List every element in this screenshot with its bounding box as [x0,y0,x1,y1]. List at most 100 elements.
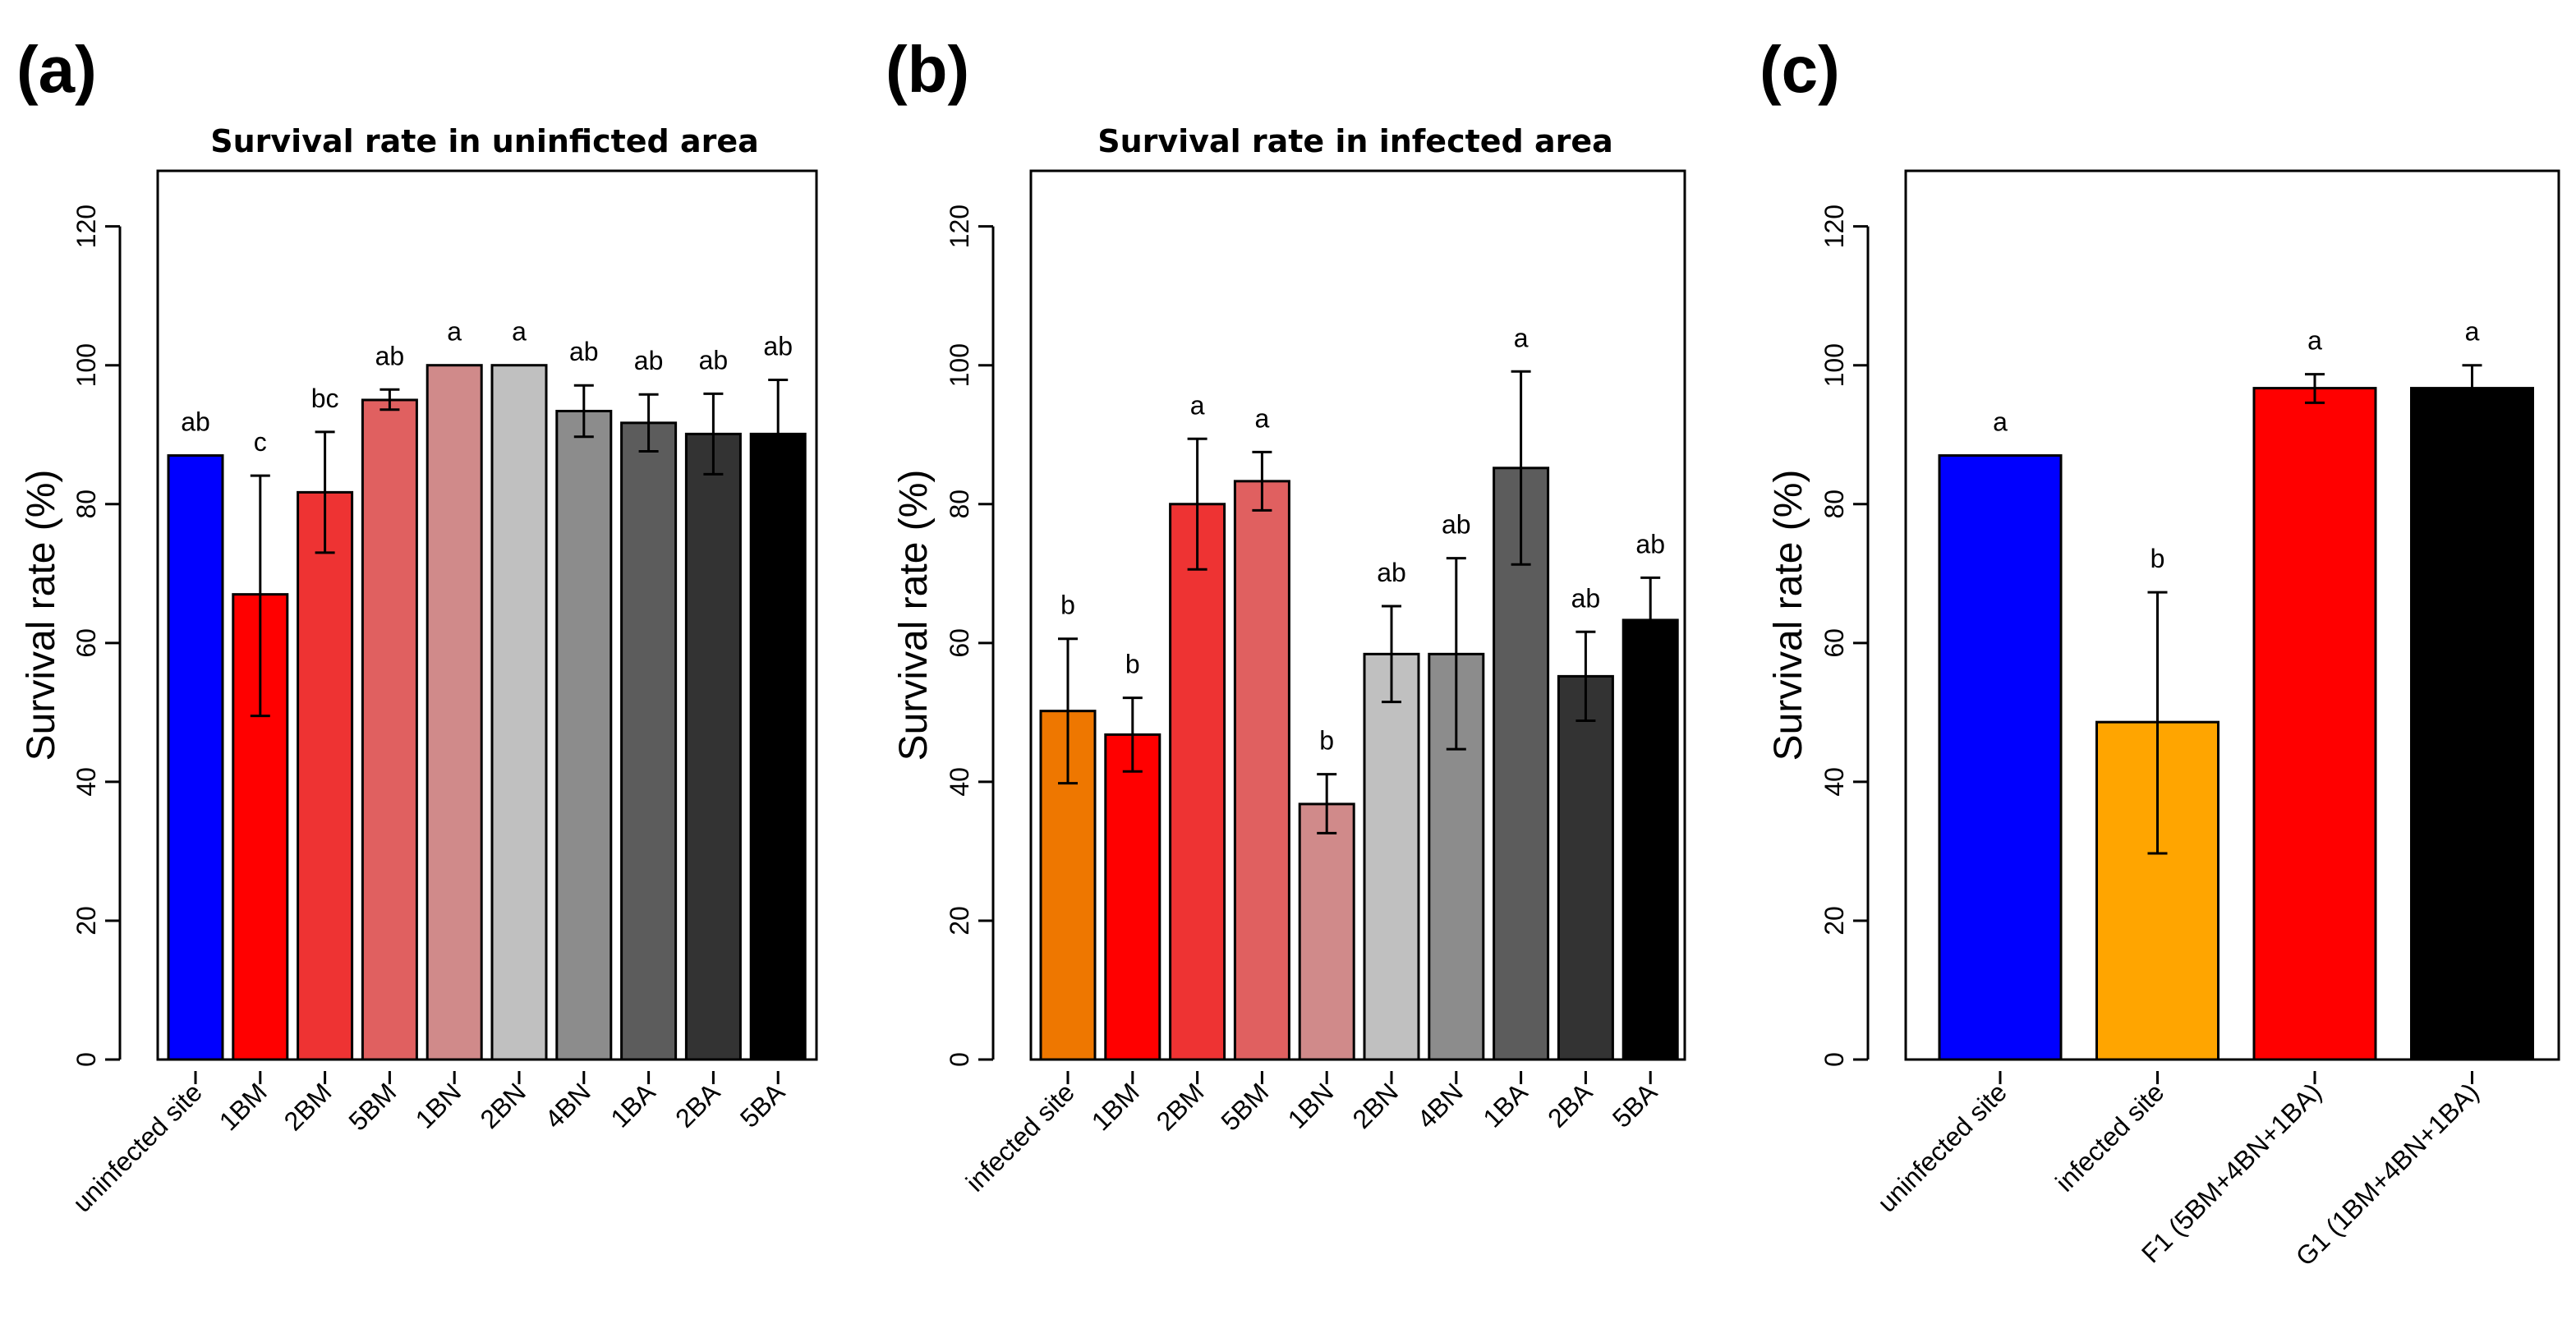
y-tick-label: 20 [945,906,974,936]
y-tick-label: 100 [945,343,974,387]
significance-letter: b [2150,544,2165,573]
significance-letter: b [1319,726,1334,756]
y-tick-label: 0 [1819,1052,1849,1067]
bar [684,432,742,1061]
significance-letter: c [254,427,267,457]
bar [1233,480,1290,1061]
panel-2: (b) Survival rate in infected area Surviva… [886,33,1686,1198]
significance-letter: ab [1571,583,1601,613]
y-tick-label: 80 [1819,490,1849,519]
x-tick-label: 2BM [1151,1077,1210,1136]
x-tick-label: 1BN [410,1077,467,1133]
plot-frame [1904,169,2560,1061]
x-tick-label: 2BA [669,1077,726,1133]
plot-frame [1029,169,1686,1061]
significance-letter: a [1190,390,1205,420]
y-tick-label: 40 [71,767,101,797]
x-tick-label: 1BA [1477,1077,1534,1133]
y-tick-label: 20 [71,906,101,936]
x-tick-label: uninfected site [67,1077,208,1217]
bar [620,421,678,1061]
x-tick-label: infected site [2049,1077,2169,1197]
panel-label: (a) [16,33,97,106]
y-tick-label: 120 [945,205,974,248]
bar [1938,454,2063,1061]
y-axis-label: Survival rate (%) [20,470,63,761]
y-axis-label: Survival rate (%) [1767,470,1810,761]
y-tick-label: 100 [1819,343,1849,387]
significance-letter: ab [763,331,793,361]
y-tick-label: 40 [1819,767,1849,797]
y-tick-label: 120 [71,205,101,248]
x-tick-label: 2BN [1346,1077,1403,1133]
y-tick-label: 100 [71,343,101,387]
x-tick-label: 1BM [1086,1077,1145,1136]
x-tick-label: 4BN [539,1077,596,1133]
x-tick-label: 5BM [1215,1077,1274,1136]
x-tick-label: 4BN [1411,1077,1468,1133]
bar [2252,387,2377,1061]
bar [1363,652,1420,1061]
x-tick-label: 2BM [278,1077,338,1136]
significance-letter: ab [181,407,210,437]
bar [1557,674,1614,1061]
x-tick-label: G1 (1BM+4BN+1BA) [2290,1077,2485,1271]
bar [555,409,613,1061]
significance-letter: ab [699,345,729,375]
panel-1: (a) Survival rate in uninficted area Survi… [16,33,818,1218]
x-tick-label: 1BM [214,1077,273,1136]
significance-letter: ab [375,341,405,370]
chart-title: Survival rate in infected area [1097,123,1613,159]
significance-letter: b [1060,591,1075,620]
y-tick-label: 80 [945,490,974,519]
x-tick-label: 2BA [1542,1077,1598,1133]
significance-letter: ab [634,346,664,375]
significance-letter: a [512,317,527,347]
x-tick-label: 5BA [1607,1077,1663,1133]
bar [1169,503,1226,1061]
significance-letter: a [1255,403,1270,433]
significance-letter: bc [311,384,339,413]
bar [2410,387,2534,1061]
y-tick-label: 120 [1819,205,1849,248]
x-tick-label: 1BN [1282,1077,1339,1133]
x-tick-label: 5BA [734,1077,791,1133]
significance-letter: a [1514,323,1529,352]
x-tick-label: 5BM [343,1077,402,1136]
bar [490,364,548,1061]
panel-label: (b) [886,33,969,106]
panel-3: (c) Survival rate (%) 0 20 40 60 80 100 120 a unin… [1760,33,2560,1271]
y-tick-label: 80 [71,490,101,519]
significance-letter: ab [1442,510,1471,540]
significance-letter: ab [1635,529,1665,559]
significance-letter: a [1993,407,2008,437]
y-tick-label: 40 [945,767,974,797]
significance-letter: ab [569,337,599,366]
significance-letter: a [2465,317,2480,347]
bar [1622,618,1679,1061]
y-tick-label: 0 [71,1052,101,1067]
bar [361,398,418,1061]
y-tick-label: 60 [71,628,101,658]
significance-letter: a [447,317,462,347]
bar [749,432,807,1061]
plot-frame [156,169,818,1061]
bar [167,454,224,1061]
panel-label: (c) [1760,33,1840,106]
x-tick-label: F1 (5BM+4BN+1BA) [2136,1077,2327,1268]
y-axis-label: Survival rate (%) [892,470,936,761]
y-tick-label: 20 [1819,906,1849,936]
bar [426,364,483,1061]
x-tick-label: infected site [960,1077,1080,1197]
x-tick-label: 2BN [474,1077,531,1133]
x-tick-label: 1BA [605,1077,661,1133]
bar [1104,733,1162,1061]
y-tick-label: 60 [945,628,974,658]
y-tick-label: 60 [1819,628,1849,658]
significance-letter: a [2307,326,2322,356]
significance-letter: ab [1377,558,1406,587]
x-tick-label: uninfected site [1872,1077,2012,1217]
y-tick-label: 0 [945,1052,974,1067]
significance-letter: b [1125,650,1140,679]
